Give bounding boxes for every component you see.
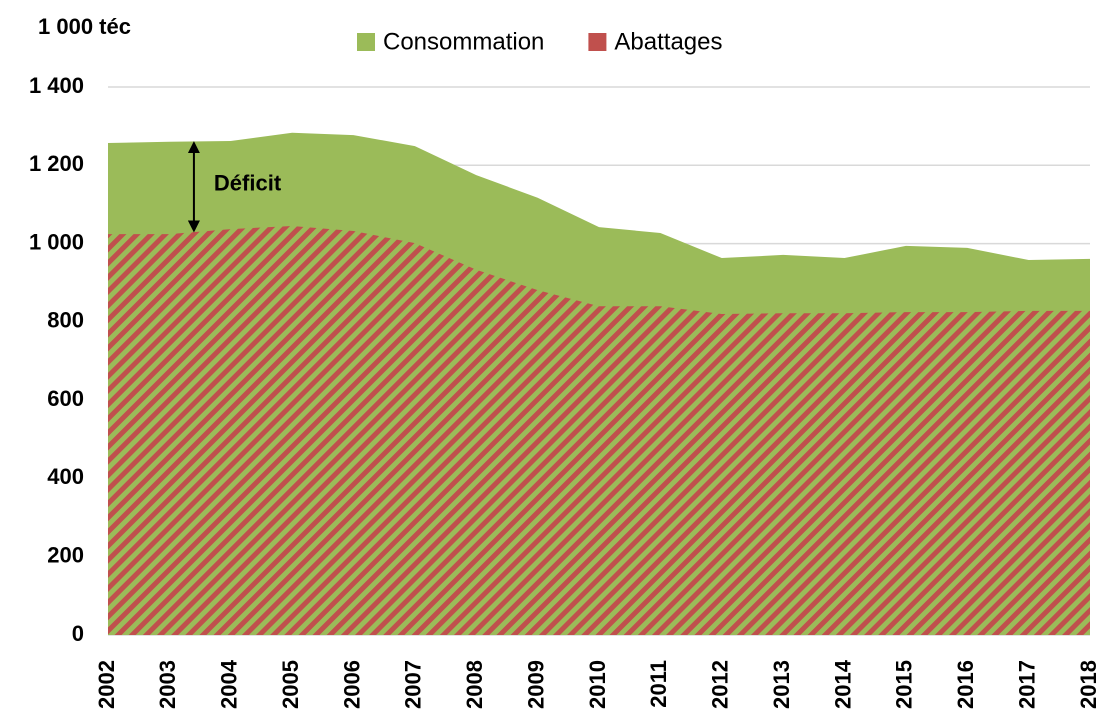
y-tick-label: 1 200 <box>29 151 84 176</box>
x-tick-label: 2009 <box>523 660 548 709</box>
y-tick-label: 800 <box>47 308 84 333</box>
annotation: Déficit <box>214 171 282 196</box>
x-tick-label: 2011 <box>646 660 671 708</box>
y-tick-label: 1 400 <box>29 73 84 98</box>
y-tick-label: 400 <box>47 464 84 489</box>
y-tick-label: 200 <box>47 543 84 568</box>
y-tick-label: 1 000 <box>29 229 84 254</box>
x-tick-label: 2004 <box>217 659 242 709</box>
x-tick-label: 2010 <box>585 660 610 709</box>
area <box>108 225 1090 635</box>
legend-label: Abattages <box>614 28 722 55</box>
y-tick-label: 0 <box>72 621 84 646</box>
x-tick-label: 2017 <box>1014 660 1039 709</box>
x-tick-label: 2002 <box>94 660 119 709</box>
legend-label: Consommation <box>383 28 544 55</box>
x-tick-label: 2005 <box>278 660 303 709</box>
legend-swatch <box>588 33 607 51</box>
legend-swatch <box>357 33 375 51</box>
x-tick-label: 2014 <box>830 659 855 709</box>
x-tick-label: 2012 <box>708 660 733 709</box>
x-tick-label: 2008 <box>462 660 487 709</box>
y-tick-label: 600 <box>47 386 84 411</box>
y-axis-label: 1 000 téc <box>38 14 131 39</box>
x-tick-label: 2016 <box>953 660 978 709</box>
x-tick-label: 2006 <box>339 660 364 709</box>
x-tick-label: 2007 <box>401 660 426 709</box>
x-tick-label: 2015 <box>892 660 917 709</box>
x-tick-label: 2018 <box>1076 660 1101 709</box>
x-tick-label: 2003 <box>155 660 180 709</box>
x-tick-label: 2013 <box>769 660 794 709</box>
